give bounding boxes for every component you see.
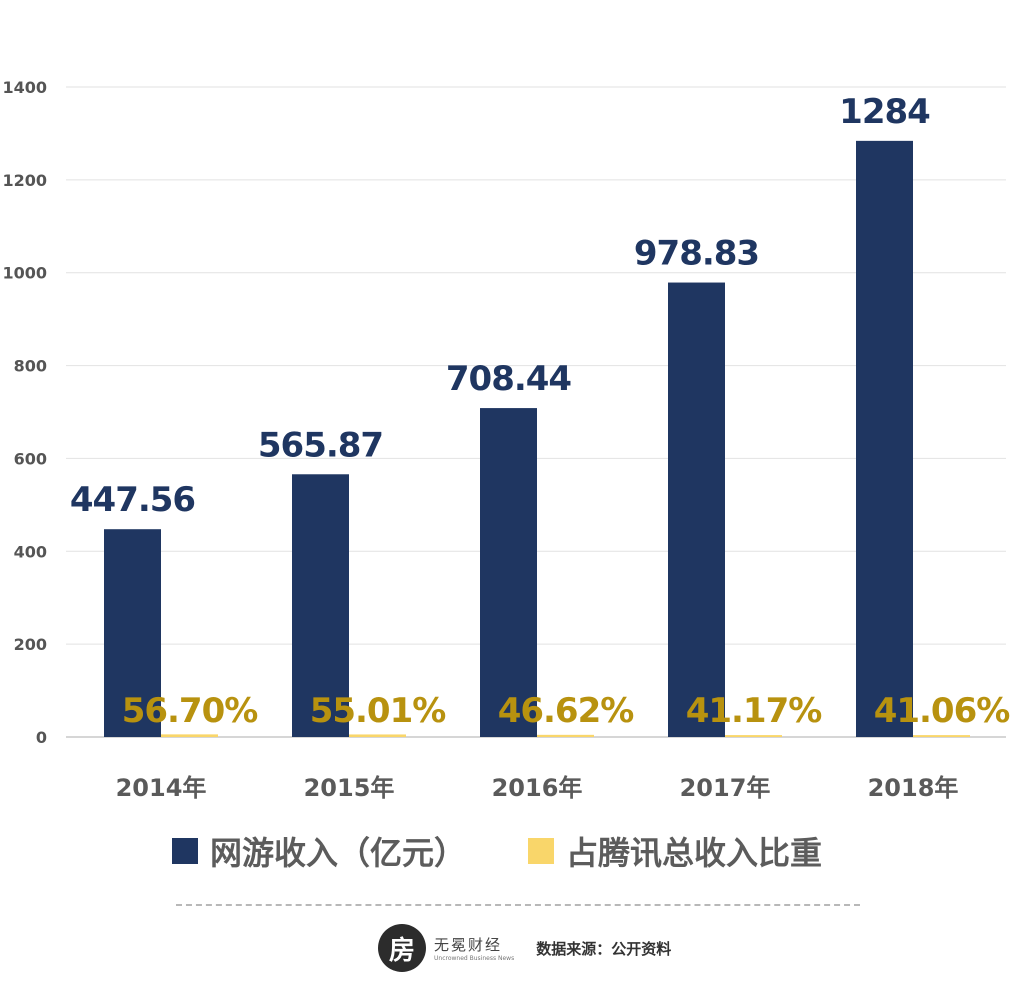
- revenue-value-label: 1284: [839, 92, 930, 132]
- share-bar: [537, 734, 594, 737]
- y-tick-label: 400: [14, 542, 47, 561]
- footer-divider: [176, 904, 860, 906]
- share-value-label: 41.17%: [686, 691, 822, 731]
- x-category-label: 2018年: [868, 774, 959, 802]
- brand-logo-text: 无冕财经 Uncrowned Business News: [434, 934, 514, 962]
- brand-name-cn: 无冕财经: [434, 936, 503, 954]
- x-category-label: 2014年: [116, 774, 207, 802]
- revenue-value-label: 447.56: [70, 480, 195, 520]
- bars: [104, 140, 970, 737]
- y-tick-label: 0: [36, 728, 47, 747]
- revenue-value-label: 978.83: [634, 234, 759, 274]
- legend-label-revenue: 网游收入（亿元）: [210, 834, 467, 872]
- x-axis-categories: 2014年 2015年 2016年 2017年 2018年: [116, 774, 959, 802]
- y-tick-label: 1000: [2, 264, 47, 283]
- legend-item-share: 占腾讯总收入比重: [528, 828, 822, 874]
- revenue-bar: [668, 282, 725, 737]
- legend: 网游收入（亿元） 占腾讯总收入比重: [172, 828, 884, 874]
- brand-logo-icon: 房: [378, 924, 426, 972]
- share-value-label: 56.70%: [122, 691, 258, 731]
- x-category-label: 2015年: [304, 774, 395, 802]
- share-value-label: 46.62%: [498, 691, 634, 731]
- y-tick-label: 600: [14, 449, 47, 468]
- bar-data-labels: 447.56 56.70% 565.87 55.01% 708.44 46.62% 978.…: [70, 92, 1010, 731]
- share-bar: [161, 734, 218, 737]
- share-value-label: 55.01%: [310, 691, 446, 731]
- revenue-bar: [480, 408, 537, 737]
- revenue-bar: [292, 474, 349, 737]
- footer: 房 无冕财经 Uncrowned Business News 数据来源：公开资料: [378, 920, 671, 976]
- legend-item-revenue: 网游收入（亿元）: [172, 828, 466, 874]
- legend-swatch-revenue: [172, 838, 198, 864]
- y-tick-label: 800: [14, 357, 47, 376]
- x-category-label: 2017年: [680, 774, 771, 802]
- gridlines: [66, 86, 1006, 738]
- data-source: 数据来源：公开资料: [536, 939, 672, 958]
- legend-swatch-share: [528, 838, 555, 864]
- bar-chart: 0 200 400 600 800 1000 1200 1400 447.56 56.70% 56…: [2, 78, 1010, 802]
- share-bar: [725, 735, 782, 737]
- brand-name-en: Uncrowned Business News: [434, 955, 515, 962]
- share-value-label: 41.06%: [874, 691, 1010, 731]
- revenue-value-label: 708.44: [446, 359, 572, 399]
- y-axis-ticks: 0 200 400 600 800 1000 1200 1400: [2, 78, 47, 747]
- y-tick-label: 1200: [2, 171, 47, 190]
- share-bar: [913, 735, 970, 737]
- revenue-bar: [856, 140, 913, 737]
- share-bar: [349, 734, 406, 737]
- legend-label-share: 占腾讯总收入比重: [566, 834, 823, 872]
- logo-char: 房: [388, 935, 415, 966]
- revenue-bar: [104, 529, 161, 737]
- y-tick-label: 1400: [2, 78, 47, 97]
- x-category-label: 2016年: [492, 774, 583, 802]
- y-tick-label: 200: [14, 635, 47, 654]
- revenue-value-label: 565.87: [258, 425, 383, 465]
